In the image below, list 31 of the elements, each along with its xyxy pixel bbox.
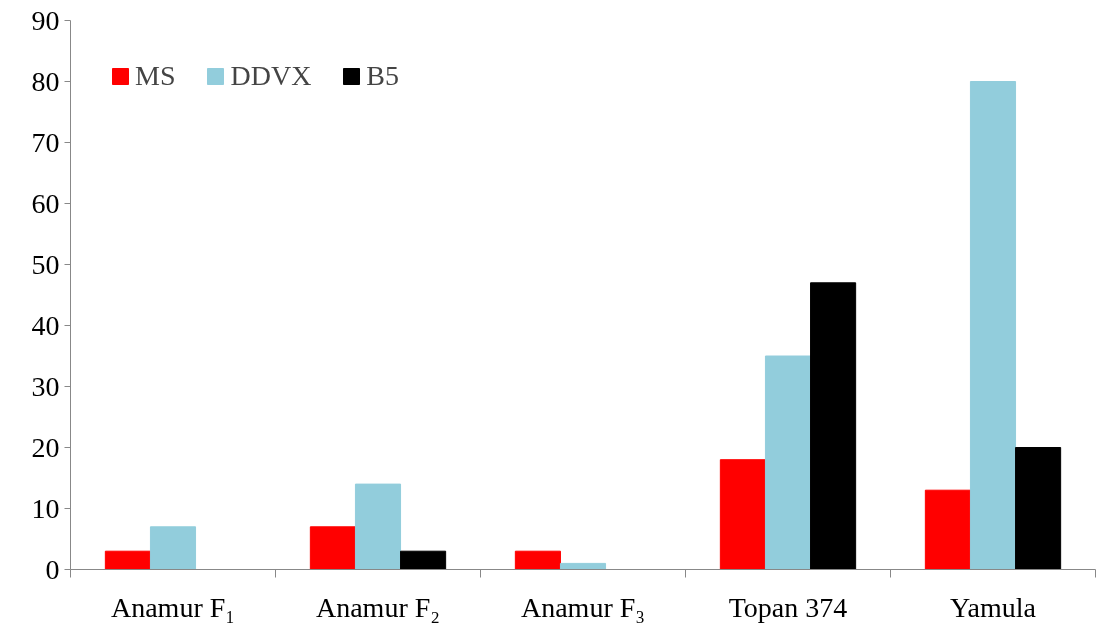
bar [104, 550, 151, 570]
bar [309, 526, 356, 570]
y-tick-label: 20 [31, 431, 60, 463]
legend-label: B5 [366, 60, 400, 92]
bar [514, 550, 561, 570]
bar [719, 459, 766, 570]
x-tick-label: Anamur F₃ [520, 591, 646, 623]
bar [354, 483, 402, 570]
y-tick-label: 60 [31, 187, 60, 219]
x-tick-label: Anamur F₁ [110, 591, 236, 623]
legend-label: MS [135, 60, 176, 92]
y-tick-label: 80 [31, 65, 60, 97]
x-tick-label: Anamur F₂ [315, 591, 441, 623]
bar [764, 355, 812, 570]
legend-label: DDVX [230, 60, 312, 92]
bar [559, 562, 607, 570]
bar [1015, 447, 1062, 570]
y-tick-label: 0 [45, 553, 60, 585]
y-tick-label: 70 [31, 126, 60, 158]
y-tick-label: 50 [31, 248, 60, 280]
x-tick-label: Topan 374 [728, 591, 848, 623]
y-tick-label: 10 [31, 492, 60, 524]
x-tick-label: Yamula [950, 591, 1037, 623]
bar [810, 282, 857, 570]
bar [149, 526, 197, 570]
y-tick-label: 90 [31, 4, 60, 36]
bar [924, 489, 971, 570]
y-tick-label: 40 [31, 309, 60, 341]
bar [400, 550, 447, 570]
y-tick-label: 30 [31, 370, 60, 402]
bar [969, 81, 1017, 570]
